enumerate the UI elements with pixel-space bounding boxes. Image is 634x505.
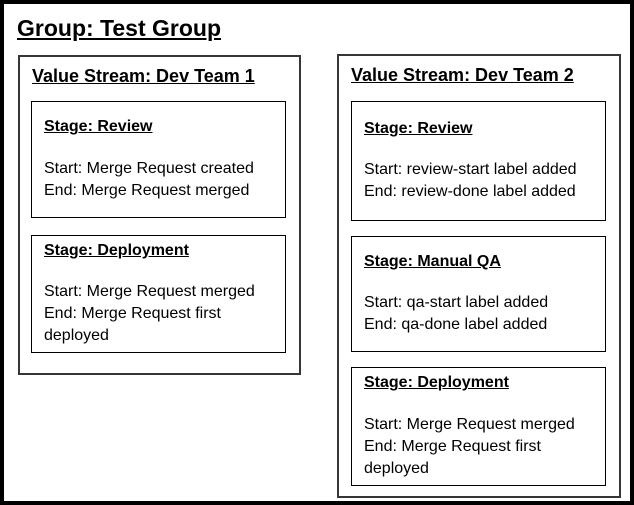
- value-stream-dev-team-2: Value Stream: Dev Team 2 Stage: Review S…: [337, 54, 621, 498]
- stage-start-event: Start: Merge Request merged: [44, 283, 255, 301]
- stage-deployment: Stage: Deployment Start: Merge Request m…: [31, 235, 286, 353]
- stage-title: Stage: Deployment: [364, 374, 509, 392]
- stage-end-event: End: Merge Request first deployed: [364, 437, 541, 477]
- value-stream-title: Value Stream: Dev Team 1: [32, 66, 255, 86]
- stage-title: Stage: Manual QA: [364, 252, 501, 270]
- stage-end-event: End: Merge Request merged: [44, 181, 250, 199]
- stage-title: Stage: Review: [364, 119, 473, 137]
- stage-manual-qa: Stage: Manual QA Start: qa-start label a…: [351, 236, 606, 352]
- stage-start-event: Start: Merge Request created: [44, 159, 254, 177]
- stage-start-event: Start: qa-start label added: [364, 294, 549, 312]
- value-stream-dev-team-1: Value Stream: Dev Team 1 Stage: Review S…: [18, 55, 301, 375]
- stage-title: Stage: Deployment: [44, 241, 189, 259]
- stage-end-event: End: qa-done label added: [364, 316, 548, 334]
- stage-deployment: Stage: Deployment Start: Merge Request m…: [351, 367, 606, 486]
- stage-start-event: Start: Merge Request merged: [364, 415, 575, 433]
- stage-title: Stage: Review: [44, 118, 153, 136]
- stage-review: Stage: Review Start: review-start label …: [351, 101, 606, 221]
- stage-end-event: End: review-done label added: [364, 183, 576, 201]
- stage-start-event: Start: review-start label added: [364, 161, 577, 179]
- stage-review: Stage: Review Start: Merge Request creat…: [31, 101, 286, 218]
- group-title: Group: Test Group: [17, 15, 222, 41]
- stage-end-event: End: Merge Request first deployed: [44, 305, 221, 345]
- value-stream-title: Value Stream: Dev Team 2: [351, 65, 574, 85]
